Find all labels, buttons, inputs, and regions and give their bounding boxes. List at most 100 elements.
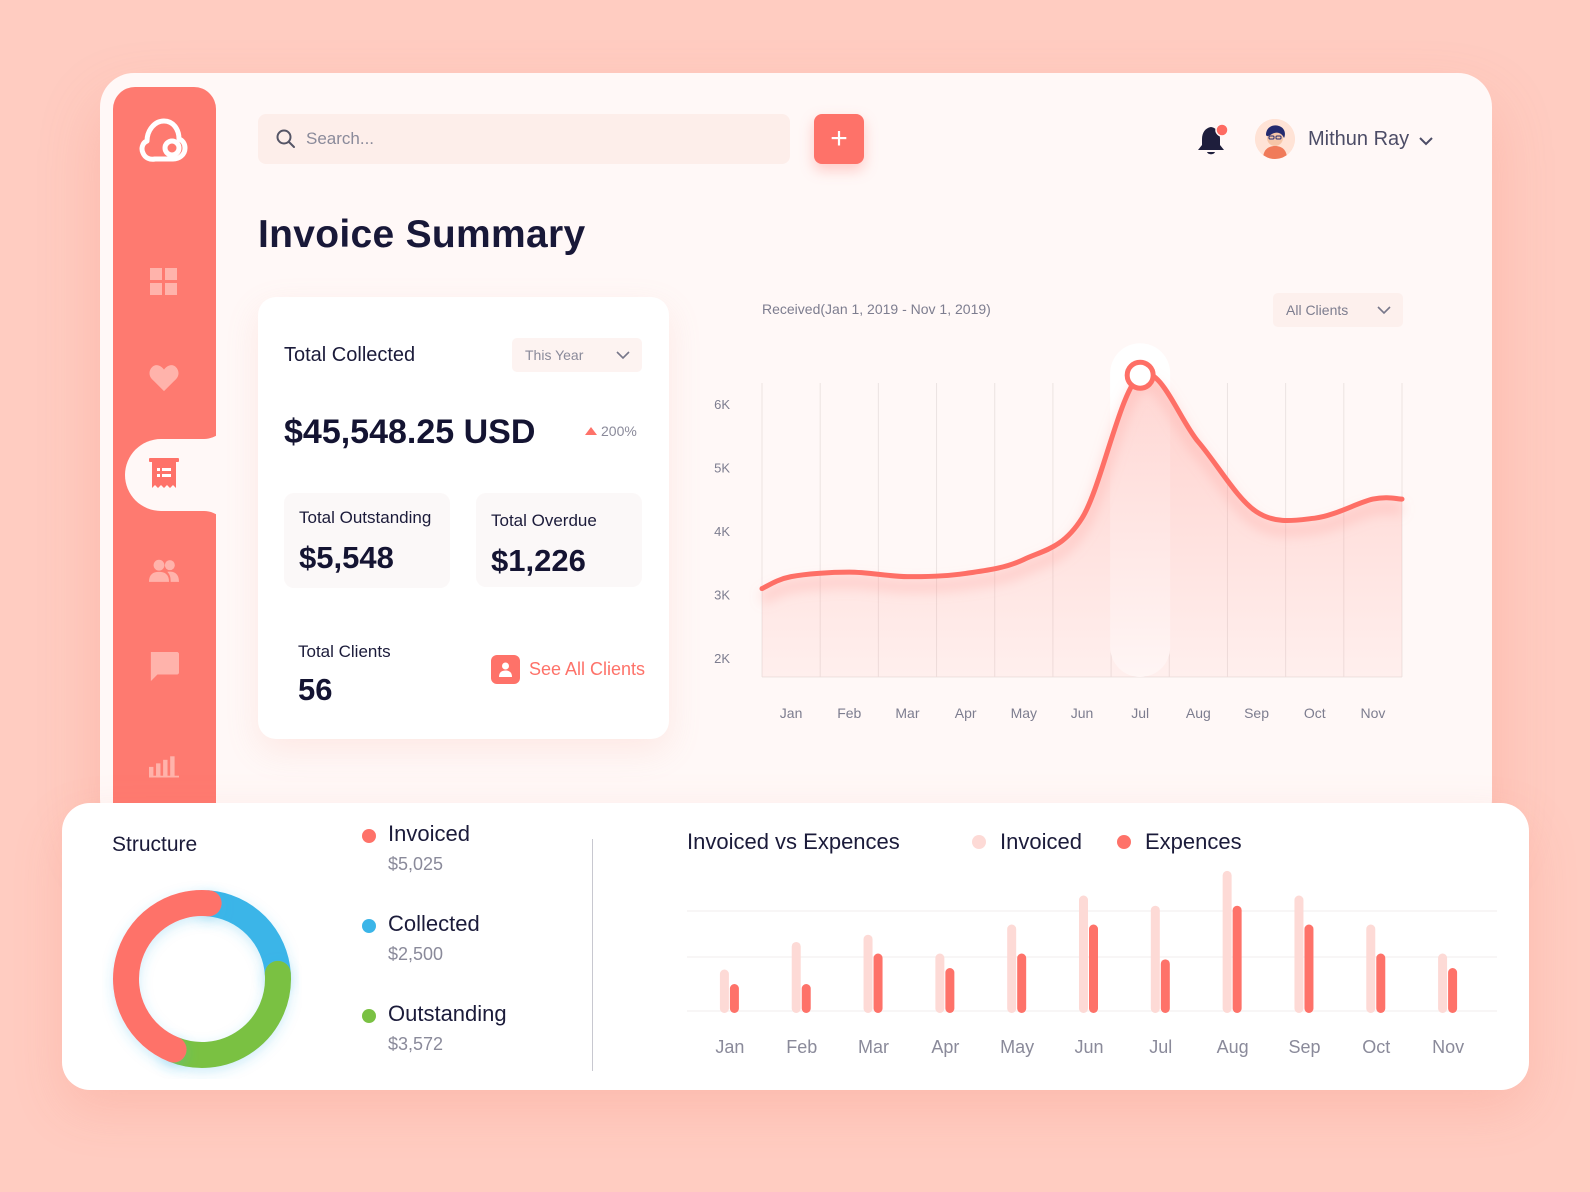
legend-name: Invoiced — [388, 821, 470, 846]
x-tick-label: Oct — [1304, 705, 1326, 721]
data-point — [789, 575, 793, 579]
bar-expences — [729, 984, 739, 1013]
comparison-title: Invoiced vs Expences — [687, 829, 900, 854]
sidebar-item-dashboard[interactable] — [149, 267, 179, 297]
add-button[interactable]: + — [814, 114, 864, 164]
bar-invoiced — [1366, 924, 1376, 1013]
users-icon — [149, 559, 179, 582]
overdue-label: Total Overdue — [491, 511, 597, 530]
clients-filter-label: All Clients — [1286, 302, 1349, 318]
y-tick-label: 3K — [714, 587, 730, 602]
see-all-clients-label: See All Clients — [529, 659, 646, 679]
x-tick-label: Jul — [1131, 705, 1149, 721]
user-name[interactable]: Mithun Ray — [1308, 128, 1410, 150]
bar-invoiced — [1007, 924, 1017, 1013]
expences-dot — [1117, 835, 1131, 849]
legend-expences: Expences — [1117, 829, 1242, 855]
y-tick-label: 6K — [714, 397, 730, 412]
bar-invoiced — [1150, 905, 1160, 1013]
bar-expences — [1232, 905, 1242, 1013]
dashboard-window: + Mithun Ray Invoice Summary Total Colle… — [100, 73, 1492, 833]
x-tick-label: Jun — [1071, 705, 1094, 721]
user-icon — [491, 655, 520, 684]
received-chart: Received(Jan 1, 2019 - Nov 1, 2019) All … — [700, 293, 1440, 733]
sidebar-item-users[interactable] — [149, 556, 179, 586]
bar-expences — [945, 968, 955, 1013]
legend-name: Outstanding — [388, 1001, 507, 1026]
x-tick-label: Jun — [1074, 1037, 1103, 1057]
x-tick-label: Jan — [715, 1037, 744, 1057]
bar-invoiced — [719, 969, 729, 1013]
x-tick-label: May — [1000, 1037, 1034, 1057]
bar-invoiced — [863, 934, 873, 1013]
legend-name: Collected — [388, 911, 480, 936]
total-clients-value: 56 — [298, 672, 333, 707]
outstanding-dot — [362, 1009, 376, 1023]
x-tick-label: Apr — [955, 705, 977, 721]
total-collected-amount: $45,548.25 USD — [284, 413, 536, 451]
bar-invoiced — [1294, 895, 1304, 1013]
growth-value: 200% — [601, 423, 637, 439]
sidebar — [113, 87, 245, 833]
x-tick-label: Aug — [1186, 705, 1211, 721]
x-tick-label: Jan — [780, 705, 803, 721]
grid-icon — [150, 268, 177, 295]
data-point — [1080, 516, 1084, 520]
bar-expences — [1160, 959, 1170, 1013]
see-all-clients-link[interactable]: See All Clients — [491, 655, 645, 684]
x-tick-label: Feb — [837, 705, 861, 721]
bar-expences — [873, 953, 883, 1013]
legend-amount: $2,500 — [388, 944, 444, 964]
outstanding-value: $5,548 — [299, 540, 394, 575]
invoiced-dot — [362, 829, 376, 843]
bar-expences — [1089, 924, 1098, 1013]
highlight-point — [1124, 359, 1156, 391]
data-point — [1371, 497, 1375, 501]
overdue-tile: Total Overdue $1,226 — [476, 493, 642, 587]
x-tick-label: Feb — [786, 1037, 817, 1057]
x-tick-label: Jul — [1149, 1037, 1172, 1057]
legend-invoiced-label: Invoiced — [1000, 829, 1082, 854]
data-point — [1022, 557, 1026, 561]
legend-expences-label: Expences — [1145, 829, 1242, 854]
donut-slice-invoiced — [113, 890, 222, 1063]
chart-caption: Received(Jan 1, 2019 - Nov 1, 2019) — [762, 301, 991, 317]
divider — [592, 839, 593, 1071]
invoiced-dot — [972, 835, 986, 849]
total-collected-card: Total Collected This Year $45,548.25 USD… — [258, 297, 669, 739]
overdue-value: $1,226 — [491, 543, 586, 578]
avatar[interactable] — [1255, 119, 1295, 159]
search-icon — [276, 129, 295, 148]
sidebar-item-favorites[interactable] — [149, 363, 179, 393]
structure-donut-chart — [113, 890, 291, 1068]
user-avatar-icon — [1255, 119, 1295, 159]
bar-expences — [1017, 953, 1027, 1013]
logo-icon[interactable] — [139, 115, 189, 165]
bar-invoiced — [1079, 895, 1088, 1013]
notification-bell-icon[interactable] — [1196, 123, 1230, 157]
x-tick-label: Nov — [1360, 705, 1385, 721]
x-tick-label: Oct — [1362, 1037, 1390, 1057]
legend-amount: $5,025 — [388, 854, 444, 874]
search-bar[interactable] — [258, 114, 790, 164]
sidebar-item-messages[interactable] — [149, 652, 179, 682]
sidebar-item-invoices[interactable] — [149, 458, 179, 489]
up-arrow-icon — [585, 427, 597, 435]
y-tick-label: 4K — [714, 524, 730, 539]
period-select[interactable]: This Year — [512, 338, 642, 372]
bar-chart-icon — [149, 756, 179, 778]
outstanding-tile: Total Outstanding $5,548 — [284, 493, 450, 588]
bar-expences — [801, 984, 811, 1013]
clients-filter-select[interactable]: All Clients — [1273, 293, 1403, 327]
search-input[interactable] — [306, 129, 766, 149]
chevron-down-icon[interactable] — [1418, 133, 1434, 149]
receipt-icon — [149, 458, 179, 488]
sidebar-item-reports[interactable] — [149, 751, 179, 781]
line-chart-canvas: 2K 3K 4K 5K 6K Jan Feb Mar Apr May Jun Jul Aug Sep Oct… — [714, 343, 1405, 721]
structure-title: Structure — [112, 833, 198, 856]
donut-slice-outstanding — [160, 960, 291, 1068]
chevron-down-icon — [1377, 306, 1391, 315]
x-tick-label: Apr — [931, 1037, 959, 1057]
legend-invoiced: Invoiced — [972, 829, 1082, 855]
bar-invoiced — [935, 953, 945, 1013]
